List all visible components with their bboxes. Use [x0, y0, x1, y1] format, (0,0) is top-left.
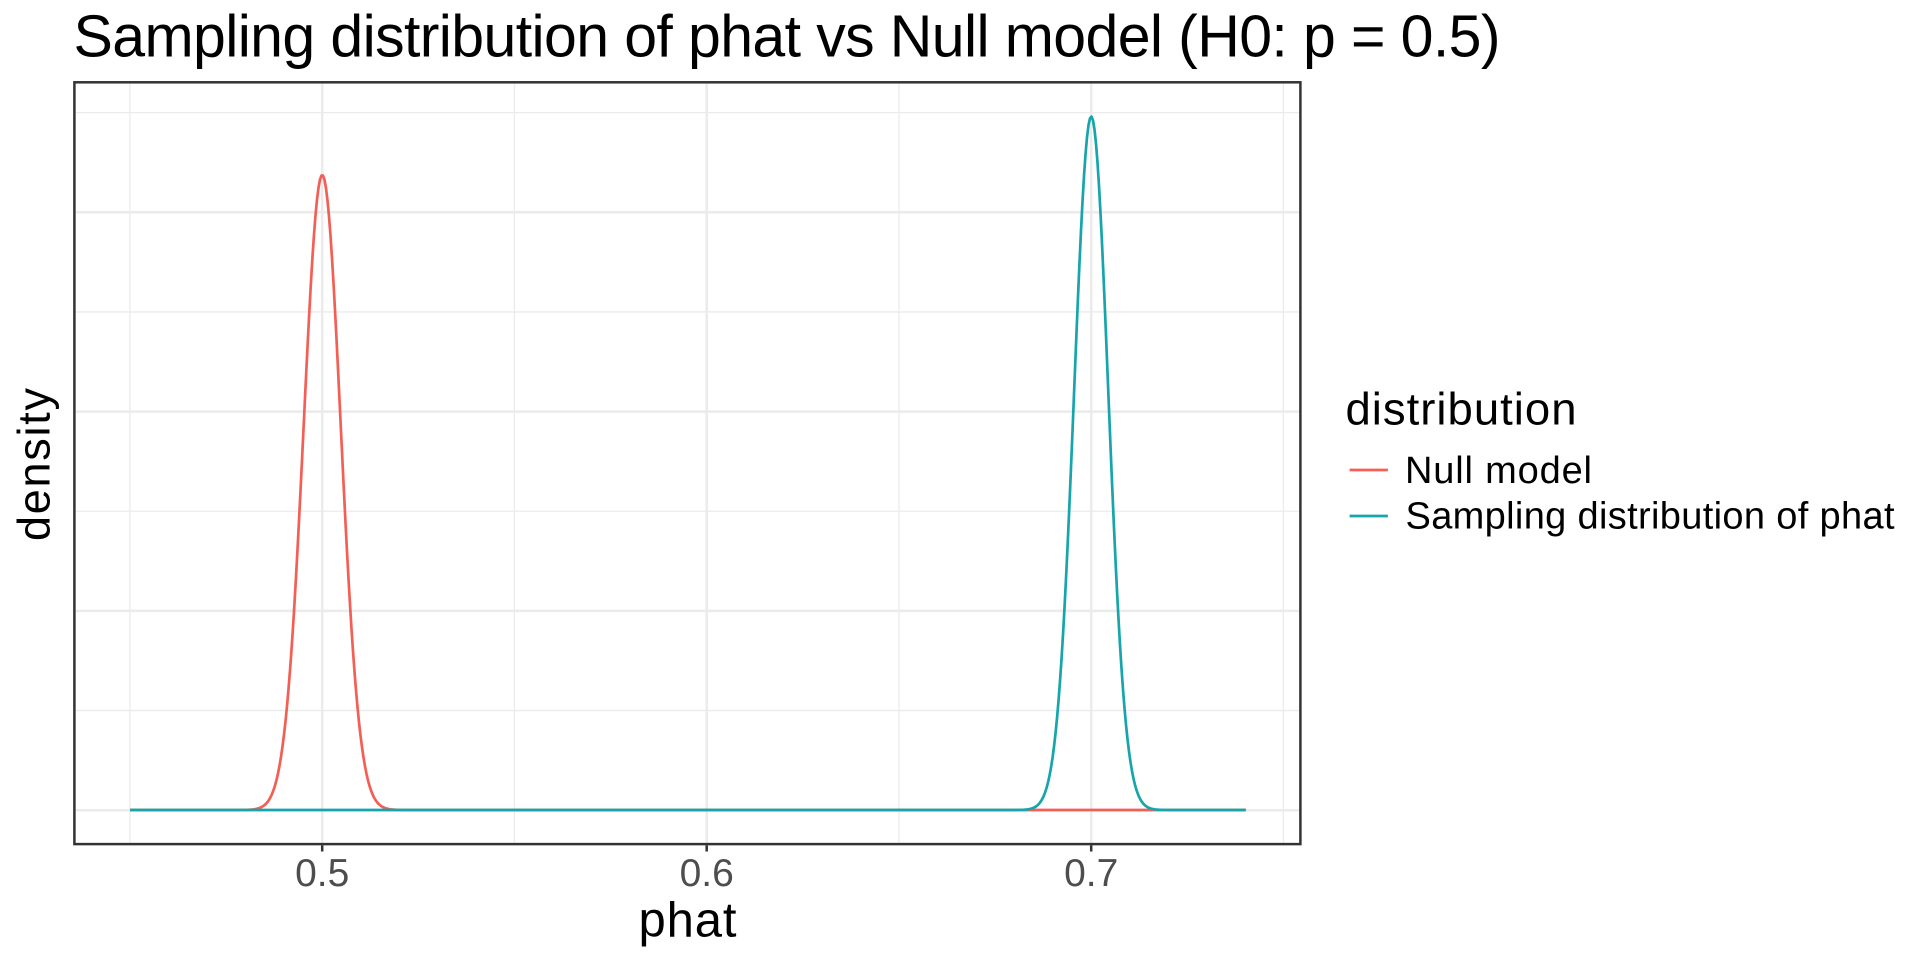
- svg-text:Sampling distribution of phat: Sampling distribution of phat vs Null mo…: [74, 4, 1501, 70]
- svg-text:0.6: 0.6: [680, 852, 734, 895]
- svg-text:0.5: 0.5: [295, 852, 349, 895]
- svg-text:Null model: Null model: [1405, 450, 1592, 492]
- svg-text:distribution: distribution: [1346, 384, 1577, 435]
- svg-text:density: density: [9, 388, 60, 542]
- svg-text:0.7: 0.7: [1064, 852, 1118, 895]
- svg-text:phat: phat: [639, 894, 737, 948]
- svg-text:Sampling distribution of phat: Sampling distribution of phat: [1406, 496, 1895, 538]
